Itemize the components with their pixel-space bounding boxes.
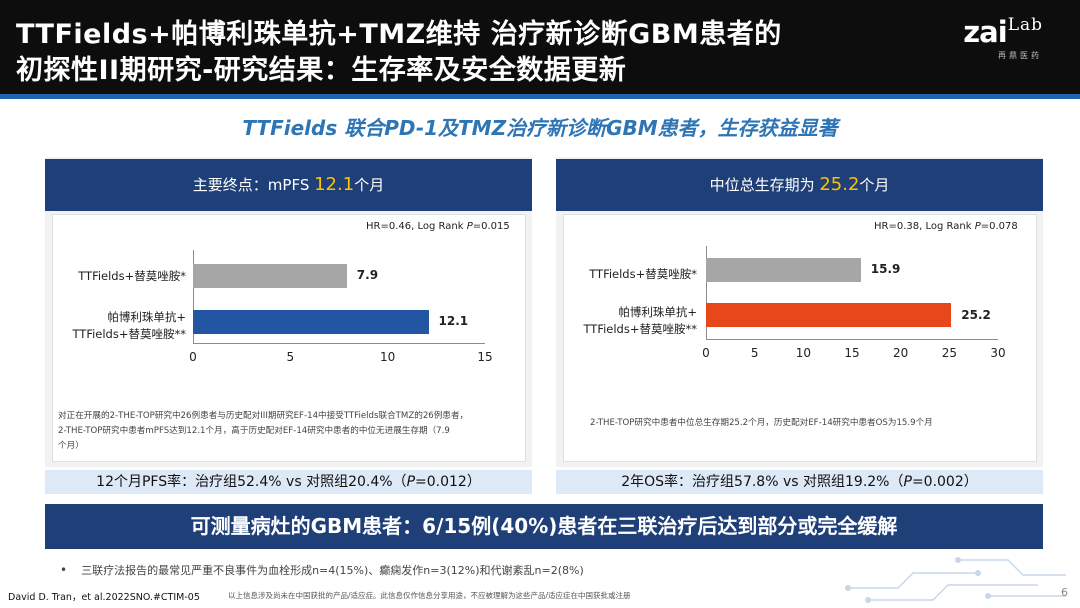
left-bar2-label-line1: 帕博利珠单抗+ [107,310,186,324]
right-hr-text: HR=0.38, Log Rank P=0.078 [874,221,1018,232]
right-bar-control [706,258,861,282]
left-x-tick-label: 5 [286,350,295,364]
right-hr-p: P [974,221,981,232]
right-x-axis [706,339,998,340]
left-hr-suffix: =0.015 [472,221,510,232]
left-x-axis [193,343,485,344]
left-bar1-value: 7.9 [356,268,379,282]
right-x-tick-label: 30 [990,346,1006,360]
left-hr-p: P [466,221,473,232]
title-bar: TTFields+帕博利珠单抗+TMZ维持 治疗新诊断GBM患者的 初探性II期… [0,0,1080,94]
response-banner: 可测量病灶的GBM患者：6/15例(40%)患者在三联治疗后达到部分或完全缓解 [45,504,1043,549]
right-y-axis [706,246,707,340]
right-panel-header: 中位总生存期为 25.2个月 [556,159,1043,211]
slide-subtitle: TTFields 联合PD-1及TMZ治疗新诊断GBM患者，生存获益显著 [242,116,838,140]
right-x-tick-label: 25 [941,346,957,360]
left-header-suffix: 个月 [354,176,385,194]
left-x-tick-label: 15 [477,350,493,364]
right-bar2-label-line1: 帕博利珠单抗+ [618,305,697,319]
right-header-suffix: 个月 [859,176,890,194]
left-y-axis [193,250,194,344]
safety-bullet: • 三联疗法报告的最常见严重不良事件为血栓形成n=4(15%)、癫痫发作n=3(1… [60,562,584,578]
left-bar2-label: 帕博利珠单抗+ TTFields+替莫唑胺** [72,309,186,343]
page-title-line2: 初探性II期研究-研究结果：生存率及安全数据更新 [16,55,627,86]
left-header-prefix: 主要终点：mPFS [192,176,315,194]
right-x-tick-label: 0 [702,346,710,360]
zai-lab-logo: zaiLab [963,15,1042,49]
right-rate-suffix: =0.002） [911,474,978,490]
right-x-tick-label: 5 [750,346,759,360]
left-bar2-label-line2: TTFields+替莫唑胺** [72,327,186,341]
left-panel-header: 主要终点：mPFS 12.1个月 [45,159,532,211]
right-chart-area [563,214,1037,462]
left-bar2-value: 12.1 [438,314,469,328]
right-bar2-label-line2: TTFields+替莫唑胺** [583,322,697,336]
header-accent-line [0,94,1080,99]
left-rate-p: P [406,474,416,490]
left-note: 对正在开展的2-THE-TOP研究中26例患者与历史配对III期研究EF-14中… [58,409,524,454]
right-hr-suffix: =0.078 [980,221,1018,232]
left-hr-prefix: HR=0.46, Log Rank [366,221,467,232]
left-rate-prefix: 12个月PFS率：治疗组52.4% vs 对照组20.4%（ [96,474,407,490]
logo-lab-text: Lab [1007,15,1043,35]
right-x-tick-label: 10 [795,346,811,360]
right-note-line1: 2-THE-TOP研究中患者中位总生存期25.2个月，历史配对EF-14研究中患… [590,418,933,428]
right-bar2-label: 帕博利珠单抗+ TTFields+替莫唑胺** [583,304,697,338]
right-x-tick-label: 15 [844,346,860,360]
reference-citation: David D. Tran，et al.2022SNO.#CTIM-05 [8,592,200,603]
right-bar1-label: TTFields+替莫唑胺* [589,267,697,281]
left-bar-control [193,264,347,288]
left-note-line3: 个月） [58,441,84,451]
safety-bullet-text: 三联疗法报告的最常见严重不良事件为血栓形成n=4(15%)、癫痫发作n=3(12… [81,564,584,577]
circuit-decoration [845,557,1066,603]
right-bar-treatment [706,303,952,327]
right-bar1-value: 15.9 [870,262,901,276]
left-note-line1: 对正在开展的2-THE-TOP研究中26例患者与历史配对III期研究EF-14中… [58,411,469,421]
bullet-dot: • [60,563,68,577]
left-bar-treatment [193,310,429,334]
left-bar1-label: TTFields+替莫唑胺* [78,269,186,283]
left-rate-box: 12个月PFS率：治疗组52.4% vs 对照组20.4%（P=0.012） [45,470,532,494]
page-number: 6 [1061,586,1068,599]
left-chart-area [52,214,526,462]
right-note: 2-THE-TOP研究中患者中位总生存期25.2个月，历史配对EF-14研究中患… [590,416,1030,431]
right-x-tick-label: 20 [893,346,909,360]
right-bar2-value: 25.2 [961,308,991,322]
left-x-tick-label: 10 [380,350,396,364]
right-rate-box: 2年OS率：治疗组57.8% vs 对照组19.2%（P=0.002） [556,470,1043,494]
logo-subtext: 再鼎医药 [998,51,1042,60]
left-x-tick-label: 0 [189,350,197,364]
page-title-line1: TTFields+帕博利珠单抗+TMZ维持 治疗新诊断GBM患者的 [16,19,782,50]
right-header-prefix: 中位总生存期为 [709,176,820,194]
disclaimer-text: 以上信息涉及尚未在中国获批的产品/适应症。此信息仅作信息分享用途，不应被理解为这… [228,591,631,600]
right-header-value: 25.2 [819,174,860,195]
right-rate-p: P [903,474,912,490]
right-hr-prefix: HR=0.38, Log Rank [874,221,975,232]
left-rate-suffix: =0.012） [415,474,481,490]
left-hr-text: HR=0.46, Log Rank P=0.015 [366,221,510,232]
right-rate-prefix: 2年OS率：治疗组57.8% vs 对照组19.2%（ [621,474,904,490]
left-header-value: 12.1 [314,174,355,195]
logo-main-text: zai [963,15,1007,49]
left-note-line2: 2-THE-TOP研究中患者mPFS达到12.1个月，高于历史配对EF-14研究… [58,426,450,436]
